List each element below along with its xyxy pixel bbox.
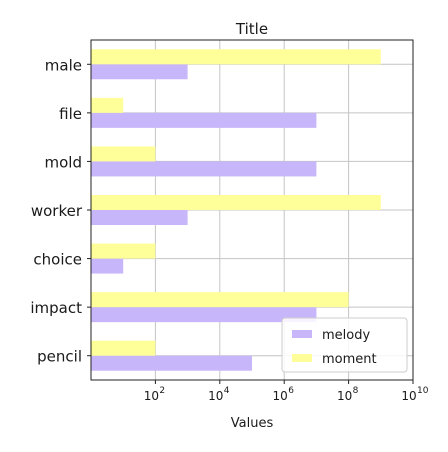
y-tick-label: impact xyxy=(30,299,82,317)
x-tick-label: 10 xyxy=(144,389,159,403)
y-tick-label: male xyxy=(45,56,82,74)
x-tick-label: 10 xyxy=(273,389,288,403)
bar-moment xyxy=(91,195,381,210)
x-tick-exponent: 8 xyxy=(353,386,359,396)
y-tick-label: worker xyxy=(31,202,83,220)
x-tick-label: 10 xyxy=(337,389,352,403)
y-tick-label: pencil xyxy=(37,348,82,366)
bar-melody xyxy=(91,113,316,128)
legend: melody moment xyxy=(282,318,407,372)
bar-melody xyxy=(91,356,252,371)
bar-moment xyxy=(91,49,381,64)
bar-moment xyxy=(91,98,123,113)
bar-melody xyxy=(91,64,188,79)
chart-title: Title xyxy=(235,20,268,38)
legend-swatch-melody xyxy=(292,330,312,338)
legend-swatch-moment xyxy=(292,354,312,362)
y-tick-label: mold xyxy=(45,153,82,171)
bar-moment xyxy=(91,341,155,356)
bar-moment xyxy=(91,244,155,259)
x-tick-exponent: 10 xyxy=(417,386,429,396)
bar-moment xyxy=(91,292,349,307)
x-tick-label: 10 xyxy=(401,389,416,403)
bar-melody xyxy=(91,259,123,274)
bar-melody xyxy=(91,161,316,176)
x-axis-label: Values xyxy=(231,416,274,431)
x-tick-label: 10 xyxy=(208,389,223,403)
bar-moment xyxy=(91,146,155,161)
x-tick-exponent: 6 xyxy=(288,386,294,396)
legend-label-moment: moment xyxy=(322,352,377,367)
bar-melody xyxy=(91,210,188,225)
legend-label-melody: melody xyxy=(322,328,370,343)
y-tick-label: choice xyxy=(33,251,82,269)
y-tick-label: file xyxy=(59,105,82,123)
x-tick-exponent: 2 xyxy=(159,386,165,396)
x-tick-exponent: 4 xyxy=(224,386,230,396)
